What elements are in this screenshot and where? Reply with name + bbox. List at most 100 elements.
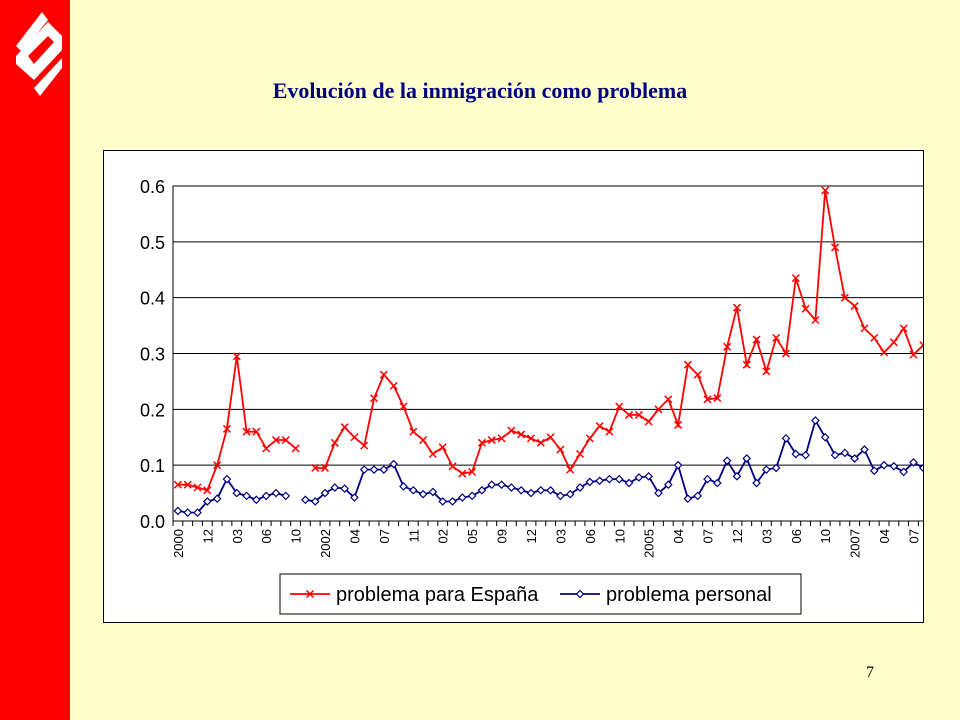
data-point: [595, 422, 604, 431]
x-tick-label: 2002: [318, 529, 333, 558]
side-accent-bar: [0, 0, 70, 720]
y-tick-label: 0.3: [140, 345, 165, 365]
data-point: [674, 420, 683, 429]
data-point: [428, 449, 437, 459]
data-point: [232, 488, 242, 498]
data-point: [457, 493, 467, 502]
line-chart: 0.0 0.1 0.2 0.3 0.4 0.5 0.6 2000 12 03 06 10 2002 04 0…: [140, 177, 923, 615]
data-point: [880, 348, 889, 357]
x-tick-label: 10: [612, 529, 627, 543]
data-point: [634, 410, 643, 419]
data-point: [271, 488, 281, 498]
data-point: [212, 494, 222, 504]
data-point: [311, 463, 320, 472]
data-point: [742, 454, 752, 463]
cis-logo-icon: [16, 12, 62, 96]
data-point: [840, 293, 849, 302]
data-point: [507, 426, 516, 435]
data-point: [830, 243, 840, 252]
data-point: [379, 465, 389, 474]
data-point: [546, 433, 555, 442]
data-point: [203, 486, 212, 495]
x-tick-label: 03: [759, 529, 774, 543]
data-point: [330, 483, 340, 492]
data-point: [409, 427, 418, 436]
x-tick-label: 10: [289, 529, 304, 543]
data-point: [850, 302, 859, 311]
data-point: [693, 370, 702, 379]
x-tick-label: 06: [789, 529, 804, 543]
y-tick-label: 0.1: [140, 456, 165, 476]
data-point: [360, 441, 369, 450]
data-point: [644, 417, 653, 426]
data-point: [683, 494, 693, 504]
data-point: [605, 427, 614, 436]
data-point: [909, 458, 918, 467]
data-point: [742, 360, 751, 369]
data-point: [389, 459, 399, 469]
data-point: [516, 485, 526, 495]
data-point: [899, 467, 909, 477]
data-point: [350, 433, 359, 442]
data-point: [840, 448, 850, 458]
data-point: [507, 483, 516, 492]
data-point: [222, 424, 231, 433]
data-point: [340, 423, 349, 432]
data-point: [762, 367, 771, 376]
data-point: [359, 465, 369, 474]
data-point: [468, 467, 477, 476]
data-point: [625, 410, 634, 419]
data-point: [722, 456, 732, 466]
data-point: [213, 461, 222, 470]
data-point: [350, 493, 359, 502]
x-tick-label: 04: [347, 529, 362, 543]
data-point: [369, 465, 379, 474]
data-point: [713, 394, 722, 403]
y-tick-label: 0.0: [140, 512, 165, 532]
data-point: [193, 483, 202, 492]
x-tick-label: 07: [906, 529, 921, 543]
data-point: [664, 395, 673, 404]
data-point: [546, 485, 555, 495]
data-point: [242, 427, 251, 436]
data-point: [418, 489, 428, 499]
data-point: [762, 465, 771, 474]
x-tick-label: 2007: [848, 529, 863, 558]
data-point: [811, 416, 820, 425]
data-point: [771, 463, 781, 473]
data-point: [772, 333, 781, 342]
data-point: [536, 485, 546, 495]
x-tick-label: 09: [495, 529, 510, 543]
data-point: [869, 466, 879, 476]
data-point: [889, 461, 899, 471]
x-tick-label: 2005: [642, 529, 657, 558]
data-point: [301, 495, 310, 505]
data-point: [526, 488, 536, 498]
data-point: [477, 438, 486, 447]
x-tick-label: 2000: [171, 529, 186, 558]
data-point: [526, 434, 536, 443]
data-point: [673, 460, 683, 470]
data-point: [310, 497, 320, 506]
data-point: [370, 394, 379, 403]
x-tick-label: 03: [230, 529, 245, 543]
data-point: [379, 370, 388, 379]
data-point: [419, 436, 428, 445]
data-point: [624, 478, 634, 488]
data-point: [850, 454, 859, 463]
data-point: [320, 463, 330, 472]
data-point: [752, 335, 761, 344]
data-point: [703, 395, 712, 404]
data-point: [173, 480, 182, 489]
data-point: [222, 474, 232, 484]
x-tick-label: 12: [200, 529, 215, 543]
data-point: [654, 405, 663, 414]
x-tick-label: 03: [553, 529, 568, 543]
x-tick-label: 12: [730, 529, 745, 543]
data-point: [565, 489, 575, 499]
data-point: [487, 436, 496, 445]
y-tick-label: 0.2: [140, 400, 165, 420]
data-point: [644, 471, 654, 481]
x-tick-label: 04: [671, 529, 686, 543]
data-point: [281, 436, 290, 445]
